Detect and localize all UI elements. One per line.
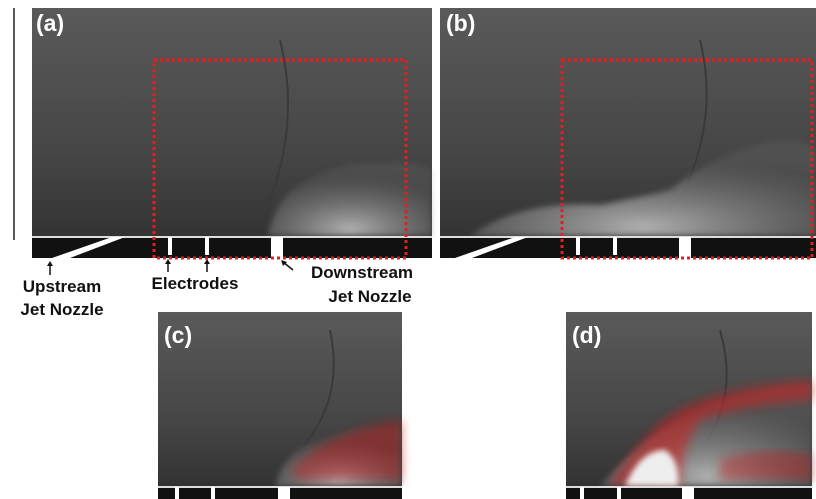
- panel-a: (a): [32, 8, 432, 258]
- panel-label: (c): [164, 322, 192, 348]
- panel-d: (d): [566, 312, 812, 499]
- annotation: Downstream: [311, 263, 413, 282]
- annotation: Upstream: [23, 277, 101, 296]
- panel-label: (d): [572, 322, 601, 348]
- annotation: Electrodes: [152, 274, 239, 293]
- panel-b: (b): [440, 8, 816, 258]
- annotations: Upstream Jet Nozzle Electrodes Downstrea…: [20, 259, 413, 319]
- panel-label: (a): [36, 10, 64, 36]
- panel-label: (b): [446, 10, 475, 36]
- annotation: Jet Nozzle: [328, 287, 411, 306]
- figure: (a) (b) Upstream Jet Nozzle Electrodes D…: [0, 0, 816, 499]
- panel-c: (c): [158, 312, 402, 499]
- annotation: Jet Nozzle: [20, 300, 103, 319]
